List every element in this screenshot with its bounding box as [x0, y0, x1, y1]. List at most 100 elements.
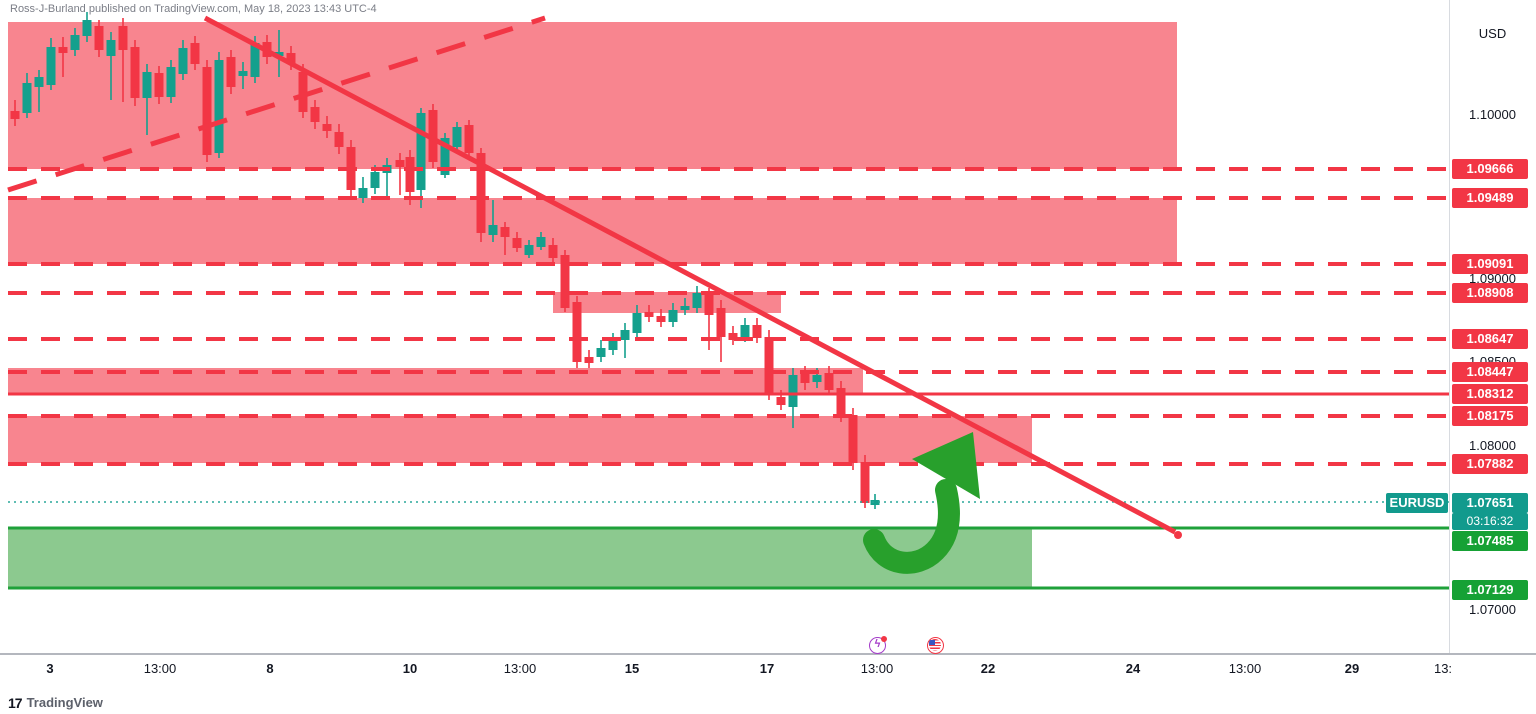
candle: [524, 240, 534, 258]
candle: [644, 305, 654, 322]
candle: [178, 40, 188, 80]
candle: [58, 37, 68, 77]
resistance-zone-5[interactable]: [8, 416, 1032, 463]
candle: [764, 330, 774, 400]
resistance-level-badge[interactable]: 1.08175: [1452, 406, 1528, 426]
currency-label: USD: [1478, 26, 1507, 41]
symbol-name-badge[interactable]: EURUSD: [1386, 493, 1448, 513]
candle: [395, 153, 405, 195]
candle: [94, 20, 104, 57]
candle: [680, 298, 690, 315]
candle: [608, 333, 618, 355]
candle: [274, 30, 284, 77]
resistance-level-badge[interactable]: 1.09489: [1452, 188, 1528, 208]
candle: [728, 326, 738, 345]
price-axis-panel[interactable]: [1449, 0, 1536, 653]
candle: [500, 222, 510, 255]
current-price-badge[interactable]: 1.07651: [1452, 493, 1528, 513]
candle: [34, 70, 44, 112]
resistance-level-badge[interactable]: 1.08908: [1452, 283, 1528, 303]
resistance-zone-3[interactable]: [553, 292, 781, 313]
price-axis-label: 1.07000: [1469, 602, 1516, 617]
time-axis-label: 13:00: [860, 661, 894, 676]
ascending-trendline[interactable]: [7, 15, 546, 193]
candle: [824, 366, 834, 395]
time-axis-label: 13:: [1433, 661, 1453, 676]
candle: [596, 340, 606, 362]
resistance-level-badge[interactable]: 1.09091: [1452, 254, 1528, 274]
economic-event-power-icon[interactable]: ϟ: [869, 636, 887, 654]
tradingview-logo-icon: 17: [8, 694, 23, 711]
candle: [405, 150, 415, 205]
resistance-level-badge[interactable]: 1.08647: [1452, 329, 1528, 349]
candle: [238, 62, 248, 89]
candle: [166, 60, 176, 103]
resistance-zone-2[interactable]: [8, 198, 1177, 264]
candle: [692, 286, 702, 313]
descending-trendline-endpoint[interactable]: [1174, 531, 1182, 539]
event-alert-dot: [881, 636, 887, 642]
bar-countdown-timer: 03:16:32: [1452, 513, 1528, 530]
resistance-level-badge[interactable]: 1.07882: [1452, 454, 1528, 474]
candle: [668, 303, 678, 327]
time-axis-label: 29: [1344, 661, 1360, 676]
candle: [46, 38, 56, 90]
candle: [584, 350, 594, 368]
candle: [512, 232, 522, 252]
publication-attribution: Ross-J-Burland published on TradingView.…: [10, 3, 377, 15]
candle: [572, 296, 582, 368]
resistance-level-badge[interactable]: 1.08312: [1452, 384, 1528, 404]
candle: [358, 177, 368, 203]
candle: [716, 300, 726, 362]
time-axis-label: 24: [1125, 661, 1141, 676]
candle: [130, 40, 140, 106]
economic-event-us-flag-icon[interactable]: [927, 637, 944, 654]
candle: [560, 250, 570, 312]
candle: [860, 455, 870, 508]
support-level-badge[interactable]: 1.07129: [1452, 580, 1528, 600]
bullish-bounce-arrow[interactable]: [863, 432, 980, 574]
time-axis-label: 13:00: [503, 661, 537, 676]
candle: [536, 232, 546, 250]
descending-trendline[interactable]: [203, 15, 1177, 535]
candle: [310, 100, 320, 129]
support-zone[interactable]: [8, 528, 1032, 588]
candle: [226, 50, 236, 94]
candle: [118, 18, 128, 102]
price-axis-label: 1.08000: [1469, 438, 1516, 453]
price-chart-canvas[interactable]: [0, 0, 1449, 653]
candle: [214, 52, 224, 158]
candle: [440, 133, 450, 178]
candle: [464, 120, 474, 157]
time-axis-label: 17: [759, 661, 775, 676]
candle: [142, 64, 152, 135]
time-axis-label: 3: [46, 661, 54, 676]
resistance-level-badge[interactable]: 1.08447: [1452, 362, 1528, 382]
support-level-badge[interactable]: 1.07485: [1452, 531, 1528, 551]
candle: [106, 32, 116, 100]
candle: [154, 66, 164, 104]
time-axis-label: 22: [980, 661, 996, 676]
candle: [82, 12, 92, 42]
price-axis-label: 1.09000: [1469, 271, 1516, 286]
candle: [10, 100, 20, 126]
candle: [452, 122, 462, 150]
candle: [620, 323, 630, 358]
candle: [416, 108, 426, 208]
candle: [488, 200, 498, 242]
time-axis-separator: [0, 653, 1536, 655]
candle: [190, 36, 200, 70]
candle: [298, 64, 308, 118]
resistance-level-badge[interactable]: 1.09666: [1452, 159, 1528, 179]
candle: [22, 73, 32, 118]
candle: [334, 124, 344, 154]
candle: [788, 368, 798, 428]
time-axis-label: 10: [402, 661, 418, 676]
candle: [752, 318, 762, 343]
tradingview-attribution[interactable]: 17 TradingView: [8, 695, 103, 710]
flag-canton: [929, 640, 935, 645]
tradingview-logo-text: TradingView: [26, 695, 103, 710]
price-axis-label: 1.10000: [1469, 107, 1516, 122]
candle: [70, 28, 80, 56]
